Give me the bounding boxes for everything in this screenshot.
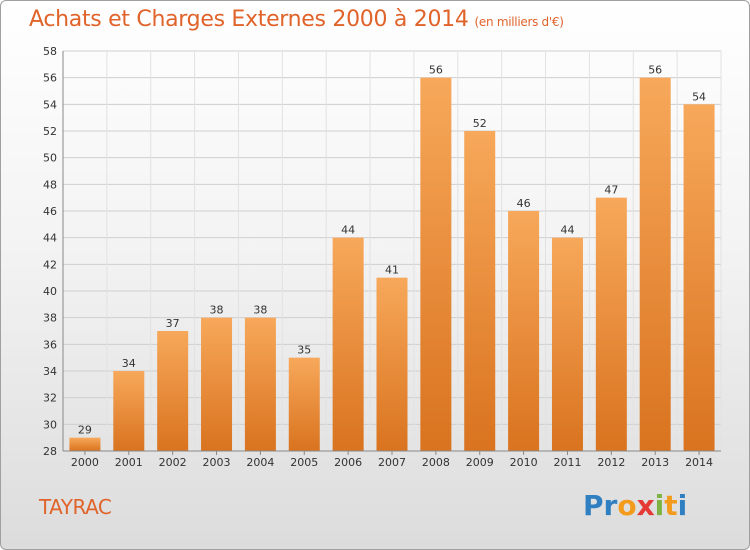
logo-part: o: [617, 489, 637, 522]
logo-part: x: [636, 489, 655, 522]
bar-2014[interactable]: [683, 104, 715, 451]
y-tick-label: 34: [43, 365, 57, 378]
y-tick-label: 50: [43, 152, 57, 165]
labels: 28 30 32 34 36 38 40 42 44 46 48 50 52 54 56 58 29 2000 34…: [43, 45, 713, 469]
y-tick-label: 48: [43, 178, 57, 191]
data-label-2006: 44: [341, 224, 355, 237]
chart-title-text: Achats et Charges Externes 2000 à 2014: [29, 7, 469, 32]
data-label-2011: 44: [560, 224, 574, 237]
x-tick-label-2002: 2002: [159, 456, 187, 469]
bar-2006[interactable]: [332, 237, 364, 451]
y-tick-label: 36: [43, 338, 57, 351]
x-tick-label-2013: 2013: [641, 456, 669, 469]
x-tick-label-2010: 2010: [510, 456, 538, 469]
logo-part: Pr: [583, 489, 618, 522]
chart-title: Achats et Charges Externes 2000 à 2014 (e…: [29, 7, 564, 32]
data-label-2000: 29: [78, 424, 92, 437]
chart-subtitle: (en milliers d'€): [474, 15, 564, 29]
bar-2001[interactable]: [113, 371, 145, 451]
data-label-2003: 38: [210, 304, 224, 317]
y-tick-label: 40: [43, 285, 57, 298]
x-tick-label-2000: 2000: [71, 456, 99, 469]
bar-2005[interactable]: [288, 357, 320, 451]
x-tick-label-2006: 2006: [334, 456, 362, 469]
x-tick-label-2005: 2005: [290, 456, 318, 469]
logo-part: t: [664, 489, 678, 522]
x-tick-label-2014: 2014: [685, 456, 713, 469]
data-label-2012: 47: [604, 184, 618, 197]
x-tick-label-2007: 2007: [378, 456, 406, 469]
data-label-2005: 35: [297, 344, 311, 357]
x-tick-label-2012: 2012: [597, 456, 625, 469]
logo-part: i: [654, 489, 665, 522]
proxiti-logo[interactable]: Proxiti: [583, 489, 687, 522]
commune-name: TAYRAC: [39, 495, 112, 519]
bar-2012[interactable]: [595, 197, 627, 451]
bar-2013[interactable]: [639, 77, 671, 452]
x-tick-label-2011: 2011: [553, 456, 581, 469]
data-label-2010: 46: [517, 197, 531, 210]
x-tick-label-2004: 2004: [246, 456, 274, 469]
bar-2002[interactable]: [157, 331, 189, 451]
bar-2011[interactable]: [551, 237, 583, 451]
y-tick-label: 52: [43, 125, 57, 138]
bar-2003[interactable]: [201, 317, 233, 451]
y-tick-label: 58: [43, 45, 57, 58]
data-label-2009: 52: [473, 117, 487, 130]
data-label-2013: 56: [648, 64, 662, 77]
y-tick-label: 32: [43, 392, 57, 405]
y-tick-label: 28: [43, 445, 57, 458]
logo-part: i: [677, 489, 688, 522]
y-tick-label: 46: [43, 205, 57, 218]
x-tick-label-2009: 2009: [466, 456, 494, 469]
data-label-2004: 38: [253, 304, 267, 317]
y-tick-label: 30: [43, 418, 57, 431]
bar-2010[interactable]: [508, 211, 540, 451]
data-label-2007: 41: [385, 264, 399, 277]
axes: [62, 51, 721, 455]
bar-2008[interactable]: [420, 77, 452, 452]
bar-2000[interactable]: [69, 437, 101, 451]
x-tick-label-2003: 2003: [203, 456, 231, 469]
bar-2009[interactable]: [464, 131, 496, 451]
x-tick-label-2008: 2008: [422, 456, 450, 469]
data-label-2008: 56: [429, 64, 443, 77]
data-label-2014: 54: [692, 90, 706, 103]
bar-2004[interactable]: [244, 317, 276, 451]
bars: [69, 77, 715, 452]
y-tick-label: 42: [43, 258, 57, 271]
bar-2007[interactable]: [376, 277, 408, 451]
data-label-2002: 37: [166, 317, 180, 330]
y-tick-label: 44: [43, 232, 57, 245]
y-tick-label: 54: [43, 98, 57, 111]
data-label-2001: 34: [122, 357, 136, 370]
x-tick-label-2001: 2001: [115, 456, 143, 469]
y-tick-label: 56: [43, 72, 57, 85]
y-tick-label: 38: [43, 312, 57, 325]
